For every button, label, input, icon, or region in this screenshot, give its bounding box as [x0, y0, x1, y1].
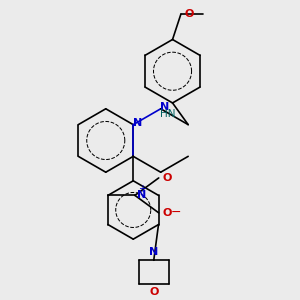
- Text: O: O: [149, 287, 158, 297]
- Text: O: O: [162, 173, 171, 183]
- Text: −: −: [170, 206, 181, 219]
- Text: HN: HN: [160, 109, 176, 119]
- Text: N: N: [160, 102, 170, 112]
- Text: O: O: [184, 9, 194, 19]
- Text: N: N: [149, 247, 158, 257]
- Text: N: N: [133, 118, 142, 128]
- Text: O: O: [162, 208, 171, 218]
- Text: N: N: [136, 190, 146, 200]
- Text: +: +: [138, 184, 146, 194]
